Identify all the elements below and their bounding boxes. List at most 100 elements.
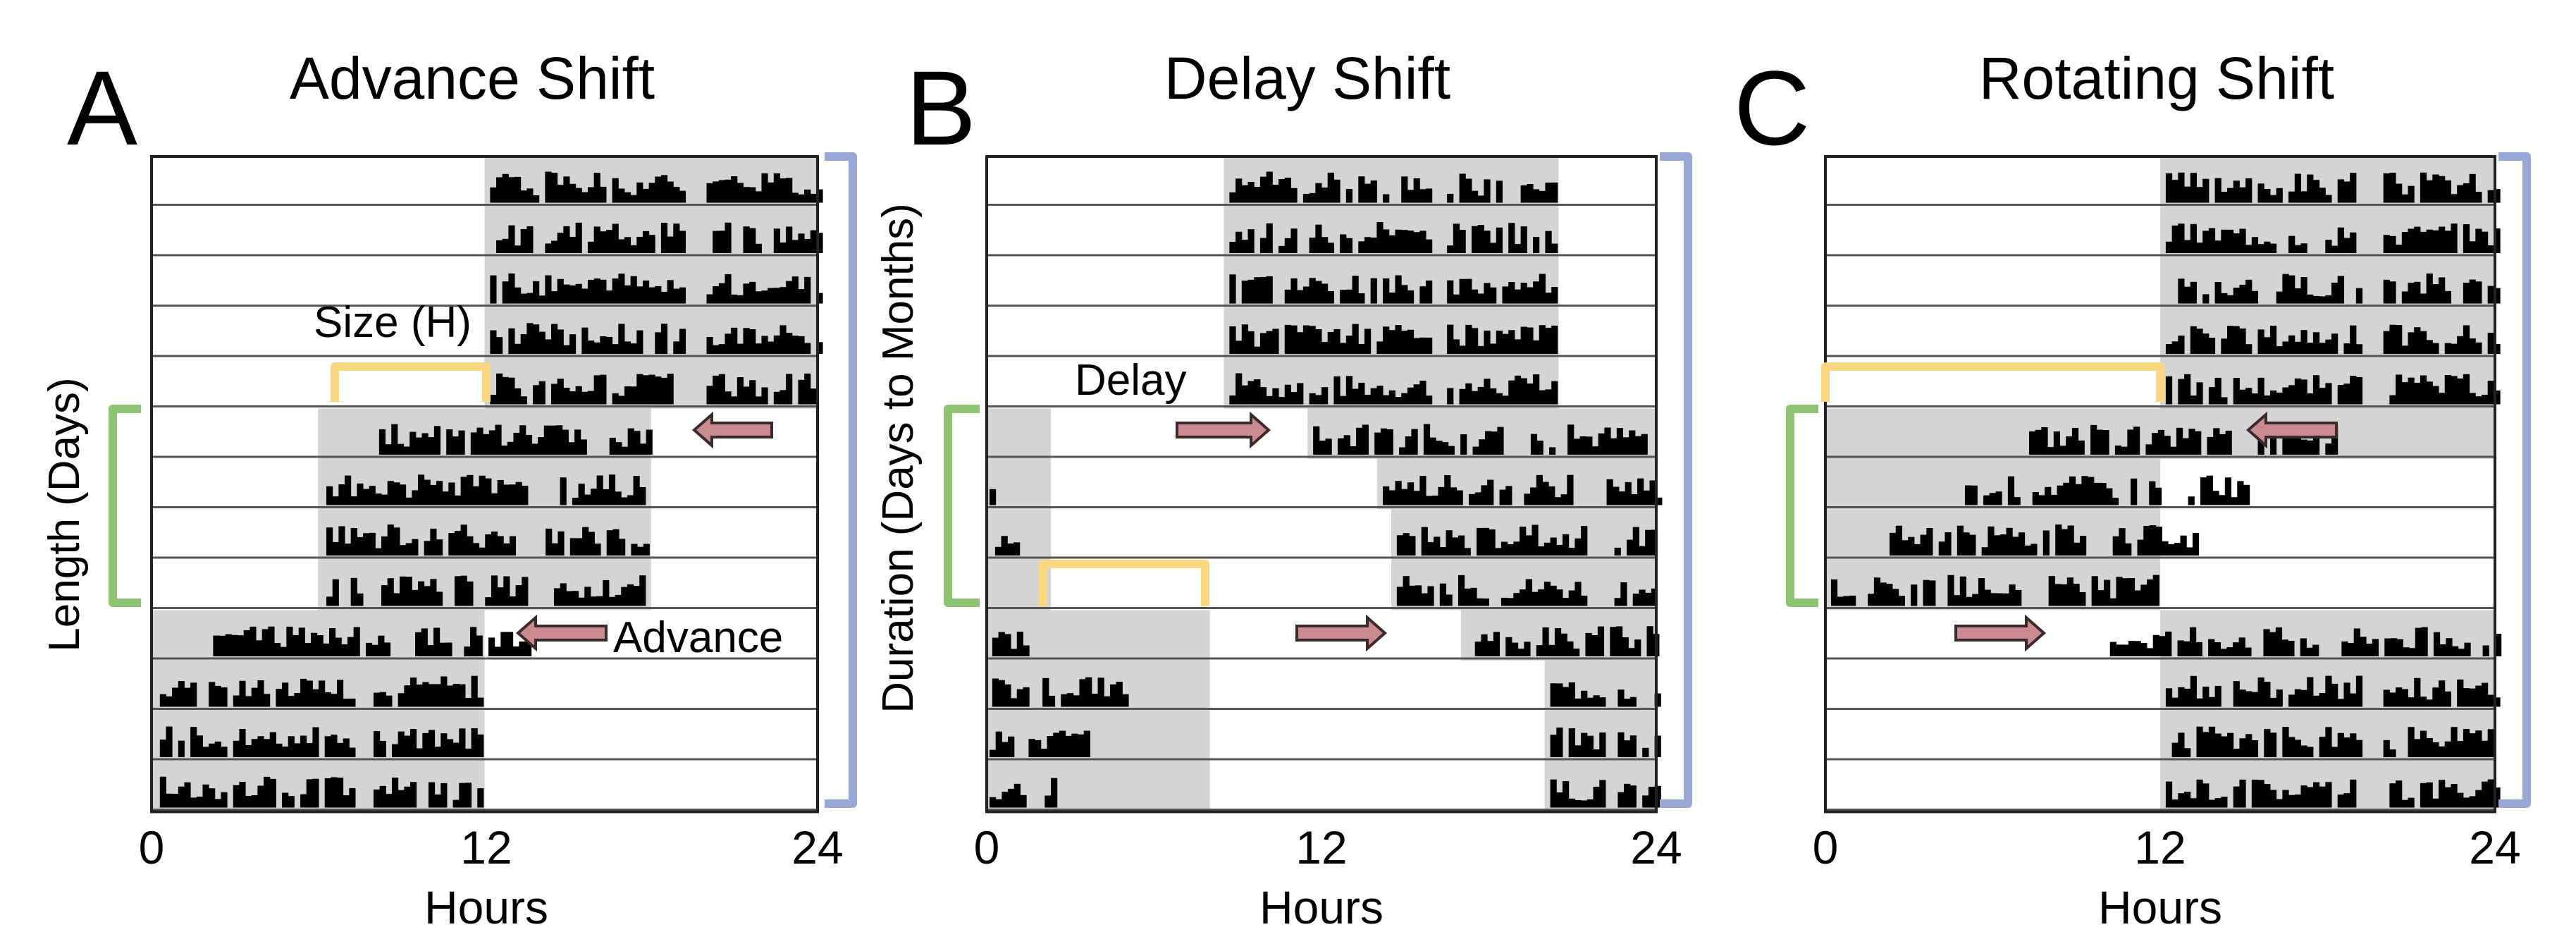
activity-bar — [2337, 179, 2344, 203]
activity-bar — [214, 799, 221, 808]
activity-bar — [2383, 279, 2390, 304]
activity-bar — [1040, 749, 1047, 757]
duration-label: Duration (Days to Months) — [874, 203, 923, 713]
panel-b-xlabel: Hours — [1259, 881, 1383, 933]
activity-bar — [606, 530, 613, 556]
activity-bar — [415, 437, 423, 455]
activity-bar — [2081, 476, 2088, 505]
activity-bar — [642, 188, 650, 203]
activity-bar — [264, 694, 271, 707]
activity-bar — [178, 740, 185, 757]
activity-bar — [1053, 732, 1060, 757]
activity-bar — [2090, 424, 2097, 455]
activity-bar — [1548, 644, 1555, 656]
activity-bar — [2221, 397, 2228, 405]
activity-bar — [2165, 688, 2173, 707]
activity-bar — [497, 479, 504, 505]
activity-bar — [1533, 281, 1540, 304]
activity-bar — [1533, 237, 1540, 253]
activity-bar — [2444, 787, 2451, 808]
activity-bar — [2245, 279, 2253, 304]
activity-bar — [2147, 648, 2154, 656]
activity-bar — [2495, 634, 2502, 656]
activity-bar — [992, 678, 999, 707]
activity-bar — [2389, 692, 2396, 707]
activity-bar — [1642, 795, 1649, 808]
activity-bar — [525, 434, 532, 455]
activity-bar — [2300, 191, 2307, 203]
activity-bar — [1550, 585, 1557, 606]
activity-bar — [2189, 627, 2197, 656]
activity-bar — [593, 375, 600, 405]
activity-bar — [2171, 697, 2178, 707]
activity-bar — [2243, 484, 2250, 505]
activity-bar — [1401, 393, 1408, 405]
activity-bar — [1465, 383, 1472, 405]
activity-bar — [1554, 628, 1562, 656]
activity-bar — [1327, 172, 1334, 203]
activity-bar — [773, 228, 780, 253]
activity-bar — [1413, 178, 1420, 203]
activity-bar — [1023, 645, 1030, 656]
activity-bar — [2494, 697, 2501, 707]
activity-bar — [2015, 589, 2022, 606]
activity-bar — [1302, 325, 1310, 354]
activity-bar — [2444, 290, 2451, 304]
activity-bar — [1599, 732, 1606, 757]
activity-bar — [816, 342, 823, 354]
activity-bar — [593, 342, 600, 354]
activity-bar — [618, 274, 625, 304]
activity-bar — [2245, 647, 2252, 656]
activity-bar — [1606, 479, 1613, 505]
activity-bar — [642, 231, 650, 253]
activity-bar — [1241, 385, 1248, 405]
panel-c-length-bracket — [1786, 405, 1818, 607]
activity-bar — [2165, 376, 2173, 405]
activity-bar — [1484, 379, 1491, 405]
activity-bar — [1395, 397, 1402, 405]
activity-bar — [718, 374, 725, 405]
activity-bar — [569, 183, 577, 203]
activity-bar — [556, 425, 563, 455]
activity-bar — [2233, 288, 2240, 304]
activity-bar — [1581, 690, 1588, 707]
activity-bar — [624, 237, 631, 253]
activity-bar — [1350, 446, 1357, 455]
activity-bar — [798, 194, 805, 203]
activity-bar — [2414, 327, 2421, 354]
activity-bar — [1229, 274, 1236, 304]
activity-bar — [1370, 278, 1377, 304]
activity-bar — [804, 276, 811, 304]
activity-bar — [2463, 224, 2470, 253]
activity-bar — [2396, 780, 2403, 808]
activity-bar — [1969, 534, 1976, 556]
activity-bar — [2420, 783, 2427, 808]
activity-bar — [1837, 596, 1844, 606]
activity-bar — [1459, 230, 1466, 253]
activity-bar — [1409, 536, 1416, 556]
activity-bar — [609, 438, 616, 455]
activity-bar — [1514, 289, 1522, 304]
activity-bar — [298, 627, 305, 656]
activity-bar — [1617, 732, 1625, 757]
activity-bar — [243, 630, 250, 656]
activity-bar — [1639, 589, 1646, 606]
activity-bar — [2288, 427, 2295, 455]
activity-bar — [430, 579, 437, 606]
activity-bar — [1628, 648, 1635, 656]
activity-bar — [1654, 693, 1661, 707]
activity-bar — [1477, 386, 1484, 405]
activity-bar — [624, 192, 631, 203]
activity-bar — [485, 534, 492, 556]
activity-bar — [520, 293, 527, 304]
activity-bar — [630, 245, 637, 253]
activity-bar — [1502, 286, 1509, 304]
activity-bar — [1423, 424, 1431, 455]
activity-bar — [2071, 428, 2079, 455]
activity-bar — [2202, 333, 2210, 354]
activity-bar — [2307, 787, 2314, 808]
activity-bar — [2149, 524, 2157, 556]
activity-bar — [1527, 327, 1534, 354]
activity-bar — [1654, 735, 1661, 757]
activity-bar — [2227, 732, 2234, 757]
